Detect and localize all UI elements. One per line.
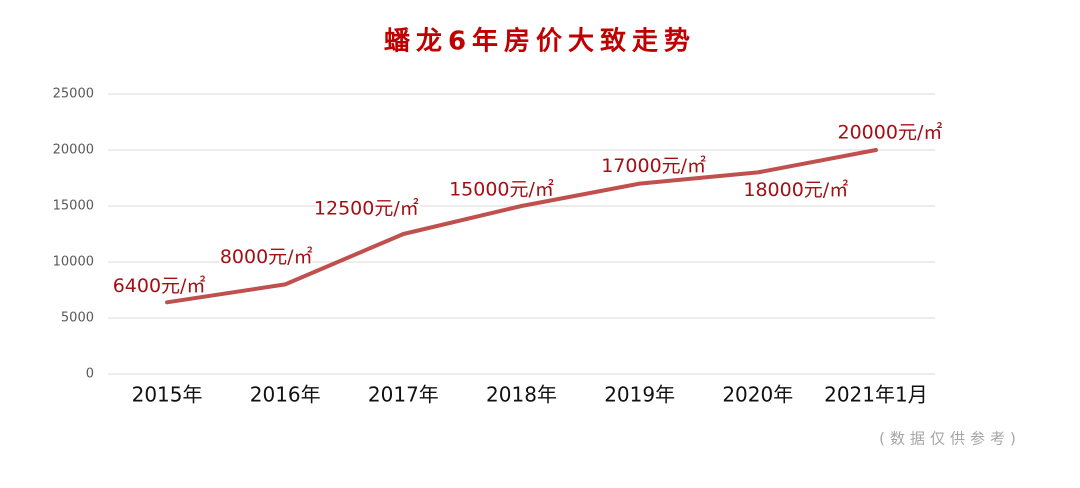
footnote: (数据仅供参考) xyxy=(879,430,1021,448)
data-label: 8000元/㎡ xyxy=(220,245,313,268)
y-tick-label: 5000 xyxy=(61,311,94,326)
data-line xyxy=(165,148,878,305)
data-label: 12500元/㎡ xyxy=(314,197,419,220)
chart-title: 蟠龙6年房价大致走势 xyxy=(384,26,696,57)
x-tick-label: 2018年 xyxy=(486,383,557,407)
data-label: 18000元/㎡ xyxy=(743,178,848,201)
x-tick-label: 2016年 xyxy=(250,383,321,407)
data-label: 20000元/㎡ xyxy=(838,121,943,144)
y-tick-label: 10000 xyxy=(53,255,94,270)
y-tick-label: 20000 xyxy=(53,143,94,158)
y-tick-label: 0 xyxy=(86,367,94,382)
x-tick-label: 2019年 xyxy=(604,383,675,407)
y-tick-label: 15000 xyxy=(53,199,94,214)
data-label: 17000元/㎡ xyxy=(601,154,706,177)
data-label: 6400元/㎡ xyxy=(113,274,206,297)
x-tick-label: 2021年1月 xyxy=(824,383,928,407)
y-tick-label: 25000 xyxy=(53,87,94,102)
x-tick-label: 2015年 xyxy=(132,383,203,407)
x-tick-label: 2017年 xyxy=(368,383,439,407)
data-label: 15000元/㎡ xyxy=(449,178,554,201)
x-tick-label: 2020年 xyxy=(722,383,793,407)
